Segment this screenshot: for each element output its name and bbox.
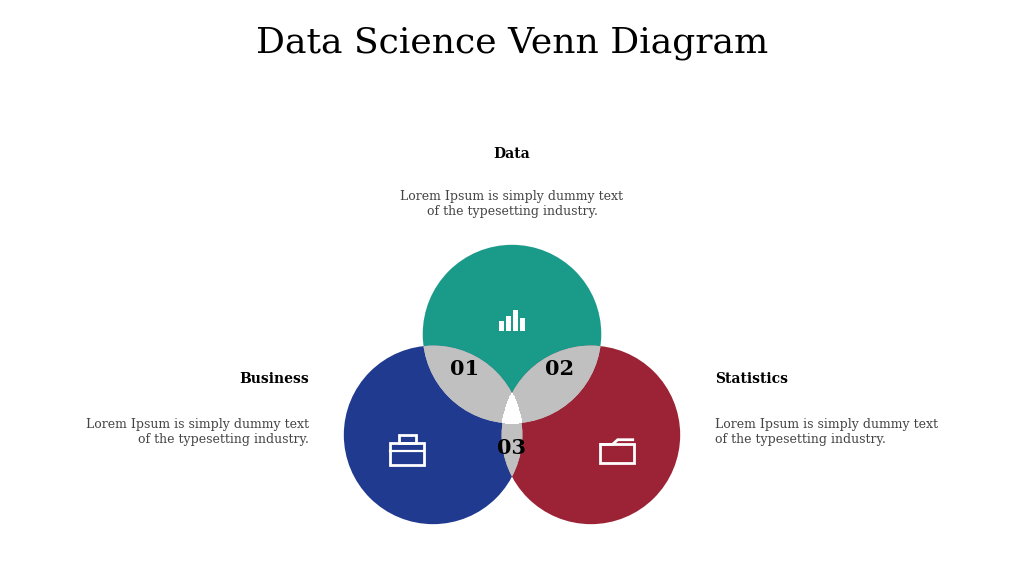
Text: Statistics: Statistics xyxy=(715,372,787,386)
Text: Data: Data xyxy=(494,147,530,161)
Circle shape xyxy=(344,346,522,524)
Circle shape xyxy=(344,346,522,524)
Text: Lorem Ipsum is simply dummy text
of the typesetting industry.: Lorem Ipsum is simply dummy text of the … xyxy=(715,418,938,446)
Bar xyxy=(506,316,511,331)
Text: 01: 01 xyxy=(451,359,479,378)
Circle shape xyxy=(423,245,601,423)
Text: 02: 02 xyxy=(545,359,573,378)
Circle shape xyxy=(344,346,522,524)
Bar xyxy=(390,442,425,465)
Bar xyxy=(398,435,416,442)
Circle shape xyxy=(502,346,680,524)
Bar xyxy=(500,321,504,331)
Text: Lorem Ipsum is simply dummy text
of the typesetting industry.: Lorem Ipsum is simply dummy text of the … xyxy=(400,190,624,218)
Bar xyxy=(520,318,524,331)
Circle shape xyxy=(502,346,680,524)
Text: Business: Business xyxy=(240,372,309,386)
Text: Data Science Venn Diagram: Data Science Venn Diagram xyxy=(256,26,768,60)
Circle shape xyxy=(423,245,601,423)
Circle shape xyxy=(423,245,601,423)
Text: Lorem Ipsum is simply dummy text
of the typesetting industry.: Lorem Ipsum is simply dummy text of the … xyxy=(86,418,309,446)
Bar xyxy=(600,445,634,463)
Text: 03: 03 xyxy=(498,438,526,458)
Bar xyxy=(513,310,518,331)
Circle shape xyxy=(502,346,680,524)
